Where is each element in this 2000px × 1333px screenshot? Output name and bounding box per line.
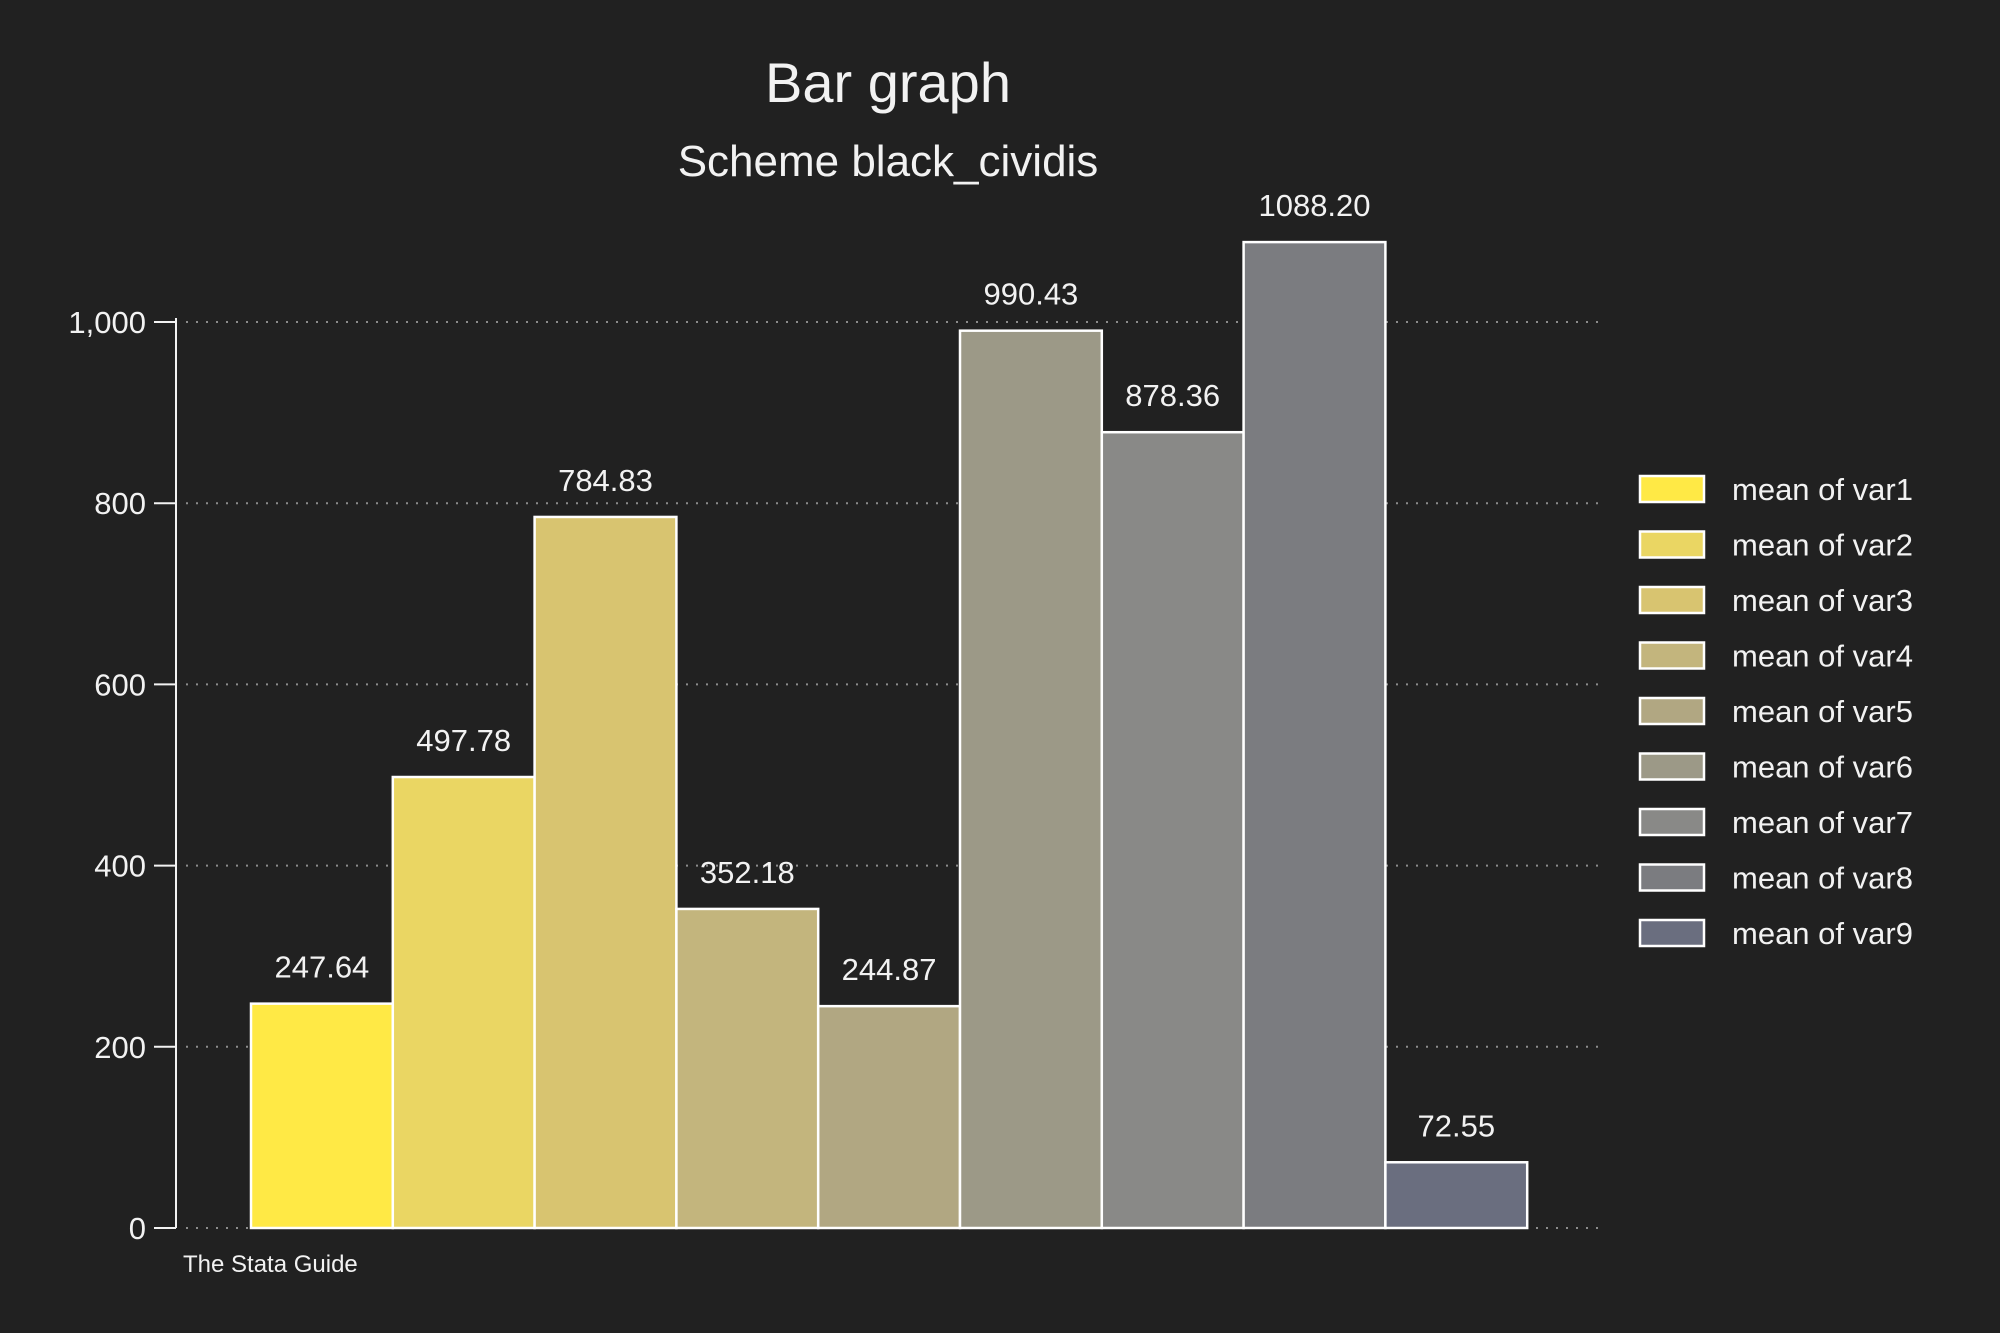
bar-1 (249, 1002, 395, 1230)
legend-swatch (1638, 585, 1706, 615)
y-tick-label: 400 (94, 849, 146, 884)
y-tick-label: 200 (94, 1030, 146, 1065)
legend-swatch (1638, 474, 1706, 504)
y-tick-label: 600 (94, 667, 146, 702)
legend-label: mean of var6 (1732, 750, 1913, 785)
bar-value-label: 1088.20 (1258, 188, 1370, 223)
chart-subtitle: Scheme black_cividis (678, 137, 1099, 186)
legend-label: mean of var7 (1732, 805, 1913, 840)
legend-label: mean of var2 (1732, 528, 1913, 563)
bar-value-label: 352.18 (700, 855, 795, 890)
bar-5 (816, 1004, 962, 1230)
bar-3 (533, 515, 678, 1230)
bar-value-label: 990.43 (983, 277, 1078, 312)
legend-swatch (1638, 641, 1706, 670)
y-axis: 0 200 400 600 800 1,000 (68, 305, 177, 1246)
chart-title: Bar graph (765, 51, 1011, 114)
legend-label: mean of var5 (1732, 694, 1913, 729)
legend-label: mean of var1 (1732, 472, 1913, 507)
legend-swatch (1638, 530, 1706, 559)
bar-value-label: 72.55 (1418, 1108, 1496, 1143)
bar-9 (1384, 1161, 1529, 1230)
bar-value-label: 497.78 (416, 723, 511, 758)
legend-swatch (1638, 752, 1706, 781)
y-tick-label: 0 (129, 1211, 146, 1246)
legend-label: mean of var9 (1732, 916, 1913, 951)
legend-swatch (1638, 807, 1706, 837)
bar-2 (391, 775, 536, 1230)
chart-note: The Stata Guide (183, 1251, 358, 1278)
legend-swatch (1638, 863, 1706, 892)
bar-4 (675, 907, 820, 1230)
bar-value-label: 247.64 (274, 950, 369, 985)
bar-7 (1100, 430, 1245, 1230)
bar-value-label: 784.83 (558, 463, 653, 498)
legend-swatch (1638, 696, 1706, 726)
bar-8 (1242, 240, 1387, 1230)
y-tick-label: 1,000 (68, 305, 146, 340)
legend: mean of var1 mean of var2 mean of var3 mean… (1638, 472, 1913, 951)
bar-value-label: 244.87 (842, 952, 937, 987)
legend-label: mean of var4 (1732, 639, 1913, 674)
legend-label: mean of var8 (1732, 861, 1913, 896)
legend-swatch (1638, 918, 1706, 948)
y-tick-label: 800 (94, 486, 146, 521)
bars (249, 240, 1529, 1230)
bar-value-labels: 247.64 497.78 784.83 352.18 244.87 990.43 878.… (274, 188, 1495, 1143)
bar-6 (958, 329, 1104, 1230)
legend-label: mean of var3 (1732, 583, 1913, 618)
bar-value-label: 878.36 (1125, 378, 1220, 413)
